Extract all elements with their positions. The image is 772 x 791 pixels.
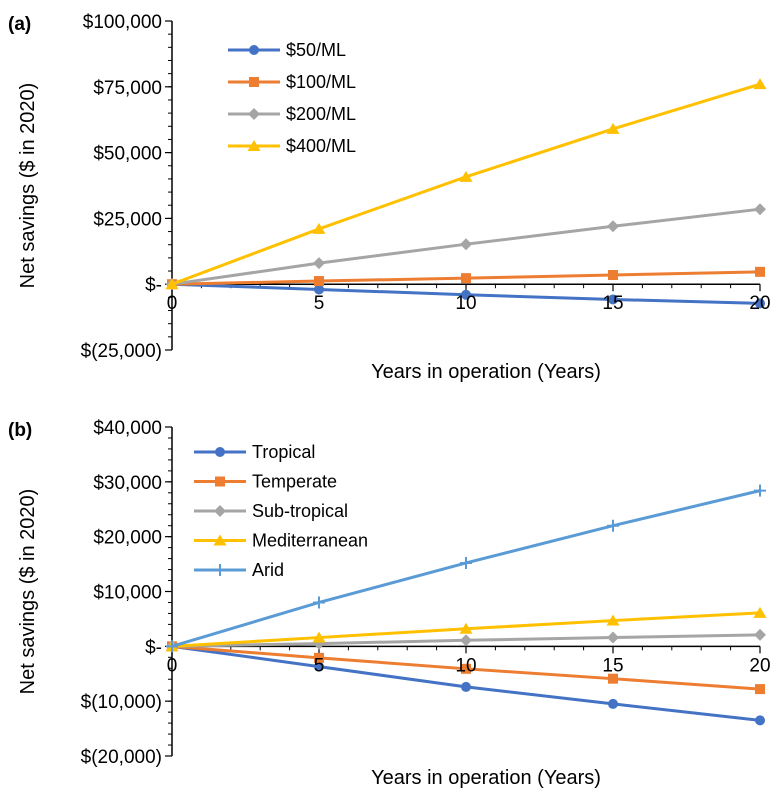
data-point: [608, 294, 618, 305]
legend-label: $50/ML: [286, 40, 346, 60]
data-point: [312, 222, 326, 234]
y-tick-label: $30,000: [93, 473, 162, 494]
data-point: [755, 684, 765, 695]
series-arid: [166, 484, 766, 653]
series-mediterranean: [165, 606, 767, 652]
data-point: [461, 681, 471, 692]
data-point: [754, 484, 766, 497]
data-point: [461, 273, 471, 284]
legend-label: Tropical: [252, 442, 315, 462]
chart-panel-b: (b) $40,000 $30,000 $20,000 $10,000 $- $(10,00…: [8, 418, 771, 789]
data-point: [755, 298, 765, 309]
legend-label: Mediterranean: [252, 531, 368, 551]
y-axis-title: Net savings ($ in 2020): [17, 83, 39, 289]
data-point: [755, 715, 765, 726]
data-point: [608, 269, 618, 280]
data-point: [753, 606, 767, 618]
data-point: [608, 673, 618, 684]
data-point: [314, 652, 324, 663]
data-point: [607, 519, 619, 532]
legend-marker: [247, 140, 261, 151]
legend-marker: [249, 45, 259, 55]
data-point: [314, 661, 324, 672]
x-tick-label: 10: [455, 655, 476, 676]
x-tick-label: 10: [455, 293, 476, 314]
x-tick-label: 0: [167, 655, 178, 676]
legend-marker: [214, 564, 226, 576]
data-point: [459, 622, 473, 634]
y-tick-label: $20,000: [93, 528, 162, 549]
data-point: [314, 276, 324, 287]
legend-label: Arid: [252, 560, 284, 580]
x-axis-title: Years in operation (Years): [371, 767, 601, 789]
data-point: [461, 289, 471, 300]
data-point: [313, 257, 325, 270]
y-tick-label: $40,000: [93, 418, 162, 439]
legend-marker: [215, 447, 225, 457]
legend-marker: [215, 476, 225, 487]
x-tick-label: 15: [602, 655, 623, 676]
data-point: [754, 203, 766, 216]
y-tick-label: $(10,000): [81, 692, 162, 713]
y-tick-label: $100,000: [83, 12, 162, 33]
data-point: [460, 238, 472, 251]
chart-panel-a: (a) $100,000 $75,000 $50,000 $25,000 $- $(25,0…: [8, 12, 771, 383]
legend-marker: [248, 108, 260, 120]
data-point: [606, 614, 620, 626]
data-point: [460, 556, 472, 569]
data-point: [165, 278, 179, 290]
y-tick-label: $(25,000): [81, 341, 162, 362]
data-point: [460, 634, 472, 647]
legend: $50/ML $100/ML $200/ML $400/ML: [228, 40, 356, 156]
data-point: [312, 631, 326, 643]
data-point: [461, 663, 471, 674]
legend-label: $400/ML: [286, 136, 356, 156]
data-point: [754, 628, 766, 641]
x-tick-label: 20: [749, 293, 770, 314]
data-point: [753, 78, 767, 90]
x-axis-title: Years in operation (Years): [371, 361, 601, 383]
data-point: [459, 170, 473, 182]
x-tick-label: 5: [314, 655, 325, 676]
y-tick-label: $-: [145, 637, 162, 658]
legend: Tropical Temperate Sub-tropical Mediterrane…: [194, 442, 368, 580]
data-point: [313, 596, 325, 609]
series--400-ml: [165, 78, 767, 290]
y-tick-label: $25,000: [93, 209, 162, 230]
panel-label: (a): [8, 14, 31, 35]
legend-marker: [249, 77, 259, 87]
x-tick-label: 5: [314, 293, 325, 314]
legend-label: $100/ML: [286, 72, 356, 92]
data-point: [166, 640, 178, 653]
data-point: [608, 698, 618, 709]
legend-marker: [214, 505, 226, 517]
y-tick-label: $10,000: [93, 583, 162, 604]
y-tick-label: $75,000: [93, 78, 162, 99]
y-tick-label: $(20,000): [81, 747, 162, 768]
legend-label: $200/ML: [286, 104, 356, 124]
data-point: [314, 284, 324, 295]
data-point: [606, 122, 620, 134]
y-tick-label: $50,000: [93, 144, 162, 165]
legend-marker: [213, 534, 227, 546]
x-tick-label: 15: [602, 293, 623, 314]
data-point: [607, 631, 619, 644]
legend-label: Sub-tropical: [252, 501, 348, 521]
data-point: [755, 266, 765, 277]
x-tick-label: 20: [749, 655, 770, 676]
y-tick-label: $-: [145, 275, 162, 296]
x-tick-label: 0: [167, 293, 178, 314]
data-point: [607, 220, 619, 233]
panel-label: (b): [8, 420, 32, 441]
legend-label: Temperate: [252, 472, 337, 492]
y-axis-title: Net savings ($ in 2020): [17, 489, 39, 695]
